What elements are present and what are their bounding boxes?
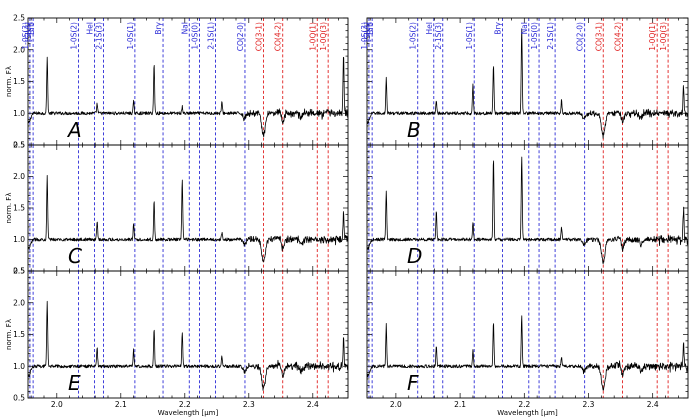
- y-tick-label: 0.5: [13, 141, 25, 150]
- y-tick-label: 2.5: [13, 141, 25, 150]
- line-label: Brδ: [366, 22, 375, 35]
- line-label: 1-0S(0): [530, 22, 539, 50]
- line-label: CO(4-2): [614, 22, 623, 51]
- y-axis-label: norm. Fλ: [5, 66, 13, 97]
- line-label: NaI: [180, 22, 189, 34]
- line-label: Brγ: [493, 21, 502, 34]
- x-tick-label: 2.0: [390, 400, 402, 409]
- panel-letter: F: [407, 371, 419, 395]
- panel-e: 0.5 1.0 1.5 2.0 2.5 norm. Fλ 2.0 2.1 2.2 2.3 2.4 Wa…: [5, 267, 349, 417]
- line-label: [SiVI]: [363, 22, 372, 42]
- y-tick-label: 0.5: [13, 394, 25, 403]
- line-label: CO(3-1): [594, 22, 603, 51]
- x-tick-label: 2.1: [454, 400, 466, 409]
- x-axis-label: Wavelength [μm]: [158, 409, 219, 417]
- x-tick-label: 2.0: [51, 400, 63, 409]
- y-tick-label: 1.0: [13, 109, 25, 118]
- spectrum-line: [367, 156, 688, 265]
- panel-b: B Brδ[SiVI]1-0S(3) 1-0S(2) HeI 2-1S(3) 1-0S(1…: [360, 17, 689, 146]
- y-tick-label: 1.5: [13, 204, 25, 213]
- y-tick-label: 1.5: [13, 330, 25, 339]
- line-label: 1-0Q(3): [659, 22, 668, 51]
- y-tick-label: 1.5: [13, 77, 25, 86]
- x-tick-label: 2.2: [518, 400, 530, 409]
- line-label: 2-1S(3): [434, 22, 443, 50]
- x-tick-label: 2.4: [307, 400, 319, 409]
- line-label: CO(2-0): [236, 22, 245, 51]
- line-label: 1-0S(2): [409, 22, 418, 50]
- line-label: 1-0S(2): [70, 22, 79, 50]
- line-label: 1-0S(1): [126, 22, 135, 50]
- line-label: CO(2-0): [576, 22, 585, 51]
- line-label: 1-0Q(1): [308, 22, 317, 51]
- x-tick-label: 2.2: [179, 400, 191, 409]
- x-tick-label: 2.1: [115, 400, 127, 409]
- line-label: 1-0S(1): [465, 22, 474, 50]
- spectrum-line: [367, 28, 688, 139]
- line-label: 1-0S(3): [360, 22, 369, 50]
- panel-letter: C: [68, 244, 82, 268]
- line-label: 2-1S(1): [207, 22, 216, 50]
- panel-a: 0.5 1.0 1.5 2.0 2.5 norm. Fλ A Brδ[SiVI]1-0S(3)…: [5, 14, 349, 150]
- panel-letter: D: [407, 244, 422, 268]
- y-tick-label: 1.0: [13, 235, 25, 244]
- x-tick-label: 2.3: [243, 400, 255, 409]
- x-axis-label: Wavelength [μm]: [497, 409, 558, 417]
- panel-c: 0.5 1.0 1.5 2.0 2.5 norm. Fλ C: [5, 141, 349, 276]
- line-label: HeI: [425, 22, 434, 34]
- panel-letter: A: [66, 118, 82, 142]
- y-tick-label: 2.5: [13, 14, 25, 23]
- line-label: NaI: [520, 22, 529, 34]
- line-label: HeI: [86, 22, 95, 34]
- spectrum-line: [367, 315, 688, 391]
- panel-d: D: [366, 144, 689, 272]
- line-label: 1-0S(3): [21, 22, 30, 50]
- line-label: 1-0Q(1): [648, 22, 657, 51]
- y-tick-label: 2.5: [13, 267, 25, 276]
- y-axis-label: norm. Fλ: [5, 193, 13, 224]
- line-label: 1-0S(0): [191, 22, 200, 50]
- line-label: [SiVI]: [24, 22, 33, 42]
- y-tick-label: 1.0: [13, 362, 25, 371]
- line-label: Brδ: [27, 22, 36, 35]
- line-label: 1-0Q(3): [319, 22, 328, 51]
- y-tick-label: 0.5: [13, 267, 25, 276]
- y-tick-label: 2.0: [13, 298, 25, 307]
- spectrum-line: [28, 174, 348, 263]
- y-tick-label: 2.0: [13, 172, 25, 181]
- x-tick-label: 2.4: [647, 400, 659, 409]
- line-label: 2-1S(3): [95, 22, 104, 50]
- spectrum-line: [28, 56, 348, 138]
- y-tick-label: 2.0: [13, 45, 25, 54]
- panel-letter: B: [407, 118, 421, 142]
- line-label: 2-1S(1): [546, 22, 555, 50]
- spectrum-line: [28, 300, 348, 391]
- x-tick-label: 2.3: [583, 400, 595, 409]
- panel-f: 2.0 2.1 2.2 2.3 2.4 Wavelength [μm] F: [366, 270, 689, 417]
- line-label: CO(3-1): [255, 22, 264, 51]
- panel-letter: E: [68, 371, 81, 395]
- line-label: Brγ: [154, 21, 163, 34]
- y-axis-label: norm. Fλ: [5, 319, 13, 350]
- line-label: CO(4-2): [274, 22, 283, 51]
